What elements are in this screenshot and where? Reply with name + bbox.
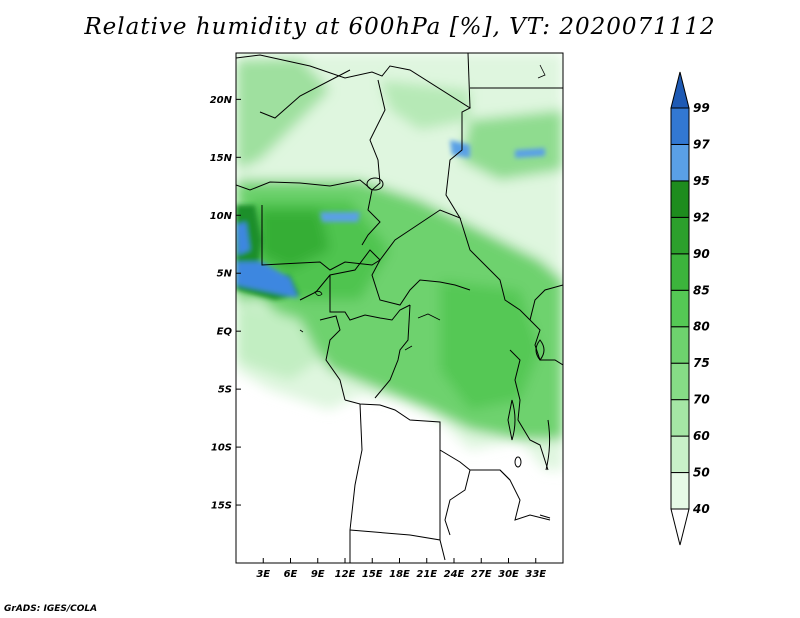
lat-label: 5N [217, 269, 233, 280]
colorbar-box [670, 326, 690, 364]
lon-label: 9E [311, 569, 325, 580]
map-panel [235, 52, 564, 564]
colorbar-box [670, 435, 690, 474]
colorbar-box [670, 289, 690, 328]
colorbar-label: 75 [693, 356, 710, 370]
rh-region-97d [515, 148, 545, 158]
colorbar-box [670, 180, 690, 218]
lon-label: 30E [498, 569, 519, 580]
lon-label: 18E [389, 569, 410, 580]
colorbar-box [670, 362, 690, 401]
colorbar-label: 80 [693, 320, 710, 334]
colorbar-box [670, 143, 690, 182]
chart-title: Relative humidity at 600hPa [%], VT: 202… [84, 14, 716, 40]
lakes [366, 177, 551, 519]
colorbar-label: 95 [693, 174, 710, 188]
longitude-axis: 3E 6E 9E 12E 15E 18E 21E 24E 27E 30E 33E [256, 558, 546, 580]
lat-label: 5S [218, 385, 232, 396]
lat-label: 15S [211, 501, 232, 512]
lon-label: 24E [444, 569, 465, 580]
colorbar-high-extension [670, 71, 690, 109]
rh-region-70 [236, 58, 330, 170]
colorbar-label: 70 [693, 393, 710, 407]
rh-region-75 [460, 110, 563, 180]
coast-islands [299, 64, 546, 351]
colorbar-label: 97 [693, 137, 710, 151]
country-borders [236, 53, 563, 563]
colorbar-label: 50 [693, 466, 710, 480]
grads-credit: GrADS: IGES/COLA [4, 604, 98, 614]
colorbar-box [670, 399, 690, 437]
latitude-axis: 20N 15N 10N 5N EQ 5S 10S 15S [210, 95, 241, 512]
rh-region-70b [380, 80, 470, 130]
lon-label: 12E [335, 569, 356, 580]
lon-label: 15E [362, 569, 383, 580]
colorbar-label: 85 [693, 283, 710, 297]
lon-label: 3E [256, 569, 270, 580]
colorbar-label: 60 [693, 429, 710, 443]
lon-label: 33E [525, 569, 546, 580]
colorbar-label: 92 [693, 210, 710, 224]
colorbar-label: 99 [693, 101, 710, 115]
lon-label: 21E [416, 569, 437, 580]
rh-region-97 [236, 262, 298, 298]
lat-label: 20N [210, 95, 233, 106]
lon-label: 6E [284, 569, 298, 580]
lon-label: 27E [471, 569, 492, 580]
colorbar-label: 40 [692, 502, 710, 516]
lat-label: 15N [210, 153, 233, 164]
colorbar-box [670, 107, 690, 145]
rh-region-85b [440, 280, 540, 410]
rh-region-90 [260, 210, 330, 270]
lat-label: 10N [210, 211, 233, 222]
rh-region-97c [450, 140, 470, 158]
colorbar-low-extension [670, 508, 690, 546]
rh-region-60 [236, 300, 320, 380]
colorbar-label: 90 [693, 247, 710, 261]
rh-region-97b [236, 222, 250, 255]
rh-region-97e [320, 212, 360, 222]
colorbar-box [670, 253, 690, 291]
colorbar-box [670, 216, 690, 255]
lat-label: EQ [217, 327, 233, 338]
lat-label: 10S [211, 443, 232, 454]
colorbar-box [670, 472, 690, 510]
colorbar: 40 50 60 70 75 80 85 90 92 95 97 99 [670, 71, 710, 546]
